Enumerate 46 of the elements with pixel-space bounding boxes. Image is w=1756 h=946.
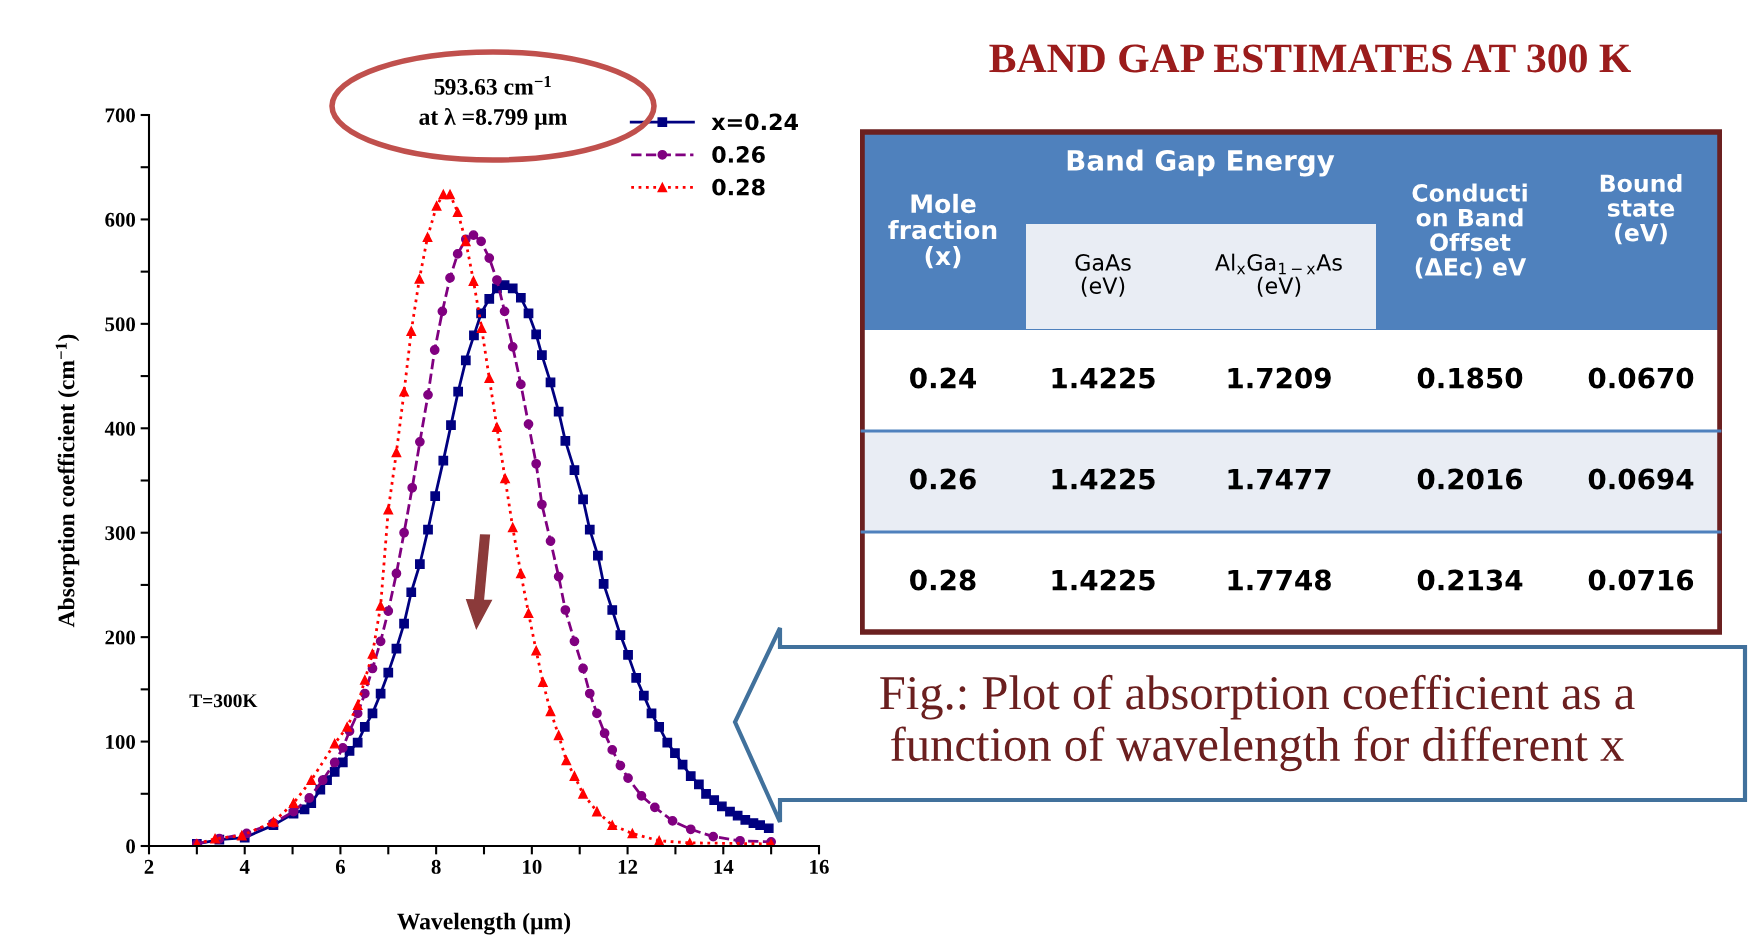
y-tick-label: 200 [105,630,136,645]
y-tick-label: 600 [105,212,136,227]
legend-label: 0.28 [712,178,765,196]
text: 0.0716 [1588,569,1694,591]
text: Mole fraction (x) [888,193,997,269]
category-label: GaAs (eV) [1075,254,1131,297]
category-label: 0.28 [910,569,976,591]
x-tick-label: 6 [335,859,346,874]
x-tick-label: 14 [714,859,734,874]
y-tick-label: 0 [126,839,136,854]
text: Fig.: Plot of absorption coefficient as a function of wavelength for different x [880,674,1635,772]
y-axis-title: Absorption coefficient (cm$^{−1}$) [55,334,80,628]
legend-label: 0.26 [712,146,765,163]
text: 0.2134 [1417,569,1523,591]
legend-label: x=0.24 [711,113,798,131]
text: 0.1850 [1417,367,1523,389]
text: 1.7477 [1228,468,1331,490]
category-label: Bound state (eV) [1600,173,1682,245]
x-axis-title: Wavelength (µm) [397,912,571,935]
text: BAND GAP ESTIMATES AT 300 K [989,44,1631,73]
x-tick-label: 10 [523,859,542,874]
text: 0.2016 [1417,468,1523,490]
text: 593.63 cm$^{−1}$ at λ =8.799 µm [419,76,568,130]
text: 1.7748 [1228,569,1331,591]
text: 0.0694 [1588,468,1694,490]
category-label: Conducti on Band Offset (ΔEc) eV [1412,183,1527,279]
y-tick-label: 300 [105,526,136,541]
category-label: 0.24 [910,367,976,389]
y-tick-label: 700 [105,108,136,123]
x-tick-label: 16 [810,859,829,874]
text: Band Gap Energy [1067,149,1335,177]
category-label: 0.26 [910,468,976,490]
text: 1.4225 [1052,367,1155,389]
text: 1.4225 [1052,468,1155,490]
x-tick-label: 4 [239,859,250,874]
annotation: T=300K [189,694,258,708]
x-tick-label: 8 [431,859,441,874]
y-tick-label: 400 [104,421,136,436]
text: 1.4225 [1052,569,1155,591]
text: 0.0670 [1588,367,1694,389]
y-tick-label: 100 [106,734,136,749]
text: 1.7209 [1228,367,1331,389]
x-tick-label: 12 [618,859,638,874]
category-label: Al$_{x}$Ga$_{1−x}$As (eV) [1215,253,1342,297]
y-tick-label: 500 [105,317,136,332]
x-tick-label: 2 [144,859,154,874]
